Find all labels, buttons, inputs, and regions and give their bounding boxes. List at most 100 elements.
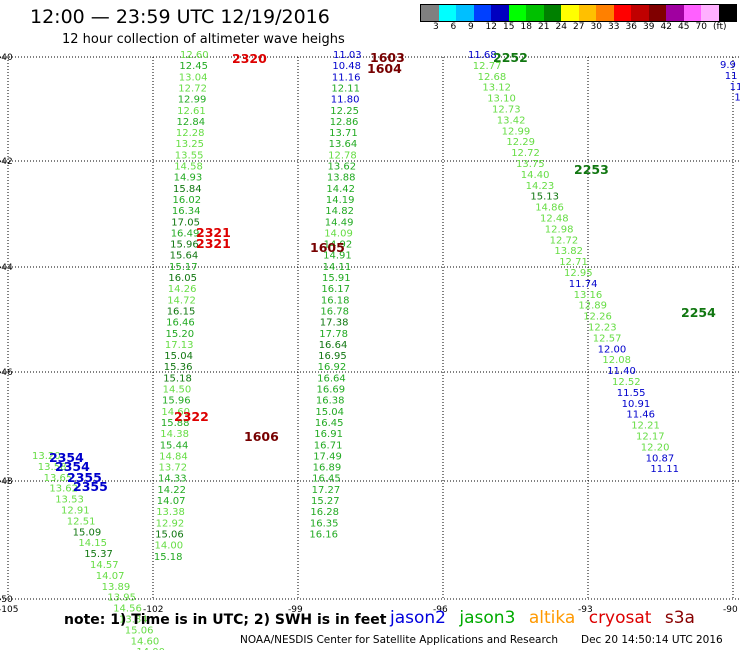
footer-note: note: 1) Time is in UTC; 2) SWH is in fe… xyxy=(64,612,387,628)
colorbar-swatch xyxy=(718,5,736,21)
wave-height-value: 15.96 xyxy=(162,396,191,407)
colorbar-label: 27 xyxy=(573,22,585,32)
wave-height-value: 16.38 xyxy=(316,396,345,407)
wave-height-value: 15.91 xyxy=(322,273,351,284)
wave-height-value: 14 xyxy=(734,93,740,104)
wave-height-value: 14.42 xyxy=(326,184,355,195)
wave-height-value: 11.03 xyxy=(333,50,362,61)
wave-height-value: 17.49 xyxy=(313,451,342,462)
wave-height-value: 13.42 xyxy=(497,115,526,126)
satellite-legend: jason2 jason3 altika cryosat s3a xyxy=(390,608,703,628)
pass-time-label: 2355 xyxy=(73,479,108,494)
wave-height-value: 14.60 xyxy=(161,407,190,418)
wave-height-value: 12.26 xyxy=(583,312,612,323)
wave-height-value: 12.72 xyxy=(550,235,579,246)
x-tick-label: -105 xyxy=(0,605,18,615)
wave-height-value: 12.77 xyxy=(473,61,502,72)
wave-height-value: 12.61 xyxy=(177,106,206,117)
credit-line: NOAA/NESDIS Center for Satellite Applica… xyxy=(240,634,558,646)
x-tick-label: -99 xyxy=(288,605,303,615)
wave-height-value: 11.40 xyxy=(607,366,636,377)
wave-height-value: 13.16 xyxy=(574,290,603,301)
pass-time-label: 2321 xyxy=(196,236,231,251)
wave-height-value: 12.48 xyxy=(540,214,569,225)
wave-height-value: 12.99 xyxy=(178,95,207,106)
pass-time-label: 2321 xyxy=(196,225,231,240)
wave-height-value: 16.64 xyxy=(319,340,348,351)
wave-height-value: 12.72 xyxy=(511,148,540,159)
y-tick-label: -46 xyxy=(0,368,13,378)
wave-height-value: 15.20 xyxy=(166,329,195,340)
track-d: 9.9111114 xyxy=(720,60,740,104)
wave-height-value: 15.17 xyxy=(169,262,198,273)
wave-height-value: 11.55 xyxy=(617,388,646,399)
wave-height-value: 17.38 xyxy=(320,318,349,329)
wave-height-value: 15.18 xyxy=(163,373,192,384)
wave-height-value: 12.00 xyxy=(598,344,627,355)
wave-height-value: 13.75 xyxy=(516,159,545,170)
wave-height-value: 16.95 xyxy=(318,351,347,362)
wave-height-value: 14.11 xyxy=(323,262,352,273)
wave-height-value: 13.55 xyxy=(175,150,204,161)
wave-height-value: 12.98 xyxy=(545,224,574,235)
colorbar xyxy=(420,4,737,22)
wave-height-value: 12.91 xyxy=(61,506,90,517)
wave-height-value: 12.78 xyxy=(328,150,357,161)
legend-jason2: jason2 xyxy=(390,608,446,628)
wave-height-value: 13.65 xyxy=(44,473,73,484)
wave-height-value: 14.09 xyxy=(324,228,353,239)
wave-height-value: 15.18 xyxy=(154,552,183,563)
wave-height-value: 17.13 xyxy=(165,340,194,351)
x-tick-label: -102 xyxy=(143,605,163,615)
y-tick-label: -42 xyxy=(0,157,13,167)
colorbar-swatch xyxy=(526,5,544,21)
colorbar-label: 9 xyxy=(468,22,474,32)
wave-height-value: 16.91 xyxy=(314,429,343,440)
y-tick-label: -44 xyxy=(0,263,13,273)
wave-height-value: 14.19 xyxy=(326,195,355,206)
colorbar-label: 39 xyxy=(643,22,655,32)
colorbar-swatch xyxy=(613,5,631,21)
wave-height-value: 16.18 xyxy=(321,295,350,306)
wave-height-value: 12.92 xyxy=(156,518,185,529)
wave-height-value: 16.69 xyxy=(317,385,346,396)
colorbar-label: 33 xyxy=(608,22,620,32)
track-e: 13.2013.5813.6513.6213.5312.9112.5115.09… xyxy=(32,451,165,650)
pass-time-label: 2354 xyxy=(49,450,84,465)
wave-height-value: 13.20 xyxy=(32,451,61,462)
wave-height-value: 12.57 xyxy=(593,333,622,344)
wave-height-value: 16.17 xyxy=(321,284,350,295)
wave-height-value: 15.06 xyxy=(125,625,154,636)
wave-height-value: 12.99 xyxy=(502,126,531,137)
pass-time-label: 2253 xyxy=(574,162,609,177)
wave-height-value: 11.46 xyxy=(626,410,655,421)
wave-height-value: 15.27 xyxy=(311,496,340,507)
wave-height-value: 14.72 xyxy=(167,295,196,306)
wave-height-value: 12.72 xyxy=(178,84,207,95)
wave-height-value: 12.86 xyxy=(330,117,359,128)
wave-height-value: 12.11 xyxy=(331,84,360,95)
wave-height-value: 15.44 xyxy=(160,440,189,451)
wave-height-value: 16.02 xyxy=(173,195,202,206)
wave-height-value: 13.62 xyxy=(328,162,357,173)
track-a: 12.6012.4513.0412.7212.9912.6112.8412.28… xyxy=(154,50,209,563)
wave-height-value: 14.91 xyxy=(323,251,352,262)
x-tick-label: -90 xyxy=(723,605,738,615)
pass-time-label: 1604 xyxy=(367,61,402,76)
wave-height-value: 11.11 xyxy=(650,464,679,475)
wave-height-value: 13.25 xyxy=(175,139,204,150)
wave-height-value: 14.50 xyxy=(163,385,192,396)
wave-height-value: 15.04 xyxy=(164,351,193,362)
pass-time-label: 2354 xyxy=(55,459,90,474)
pass-time-label: 2322 xyxy=(174,409,209,424)
page-subtitle: 12 hour collection of altimeter wave hei… xyxy=(62,32,345,47)
track-c: 11.6812.7712.6813.1213.1012.7313.4212.99… xyxy=(468,50,679,475)
legend-cryosat: cryosat xyxy=(588,608,652,628)
wave-height-value: 14.33 xyxy=(158,474,187,485)
colorbar-swatch xyxy=(438,5,456,21)
wave-height-value: 16.34 xyxy=(172,206,201,217)
wave-height-value: 14.07 xyxy=(96,571,125,582)
colorbar-label: 42 xyxy=(660,22,672,32)
pass-time-label: 2355 xyxy=(67,470,102,485)
wave-height-value: 12.95 xyxy=(564,268,593,279)
